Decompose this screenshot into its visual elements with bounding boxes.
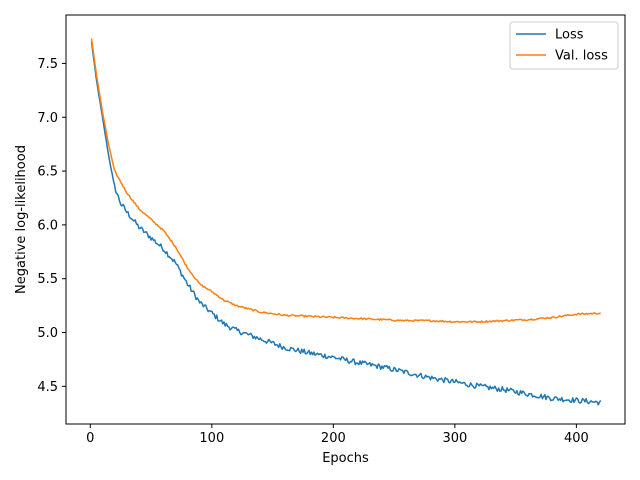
y-tick-label: 7.5 bbox=[37, 57, 58, 72]
series-line-1 bbox=[90, 38, 601, 324]
y-tick-label: 6.0 bbox=[37, 218, 58, 233]
x-axis-ticks: 0 100 200 300 400 bbox=[86, 424, 589, 446]
y-tick-label: 5.0 bbox=[37, 326, 58, 341]
x-tick-label: 0 bbox=[86, 431, 94, 446]
plot-lines bbox=[90, 38, 602, 406]
x-tick-label: 300 bbox=[442, 431, 467, 446]
x-tick-label: 100 bbox=[199, 431, 224, 446]
x-tick-label: 400 bbox=[564, 431, 589, 446]
y-axis-ticks: 4.5 5.0 5.5 6.0 6.5 7.0 7.5 bbox=[37, 57, 66, 395]
y-tick-label: 7.0 bbox=[37, 111, 58, 126]
x-axis-label: Epochs bbox=[322, 451, 369, 466]
legend-label: Loss bbox=[555, 28, 584, 43]
legend-label: Val. loss bbox=[555, 49, 608, 64]
series-line-0 bbox=[90, 41, 602, 406]
y-axis-label: Negative log-likelihood bbox=[14, 145, 29, 294]
y-tick-label: 6.5 bbox=[37, 165, 58, 180]
plot-frame bbox=[65, 14, 626, 425]
legend: Loss Val. loss bbox=[509, 21, 619, 70]
x-tick-label: 200 bbox=[321, 431, 346, 446]
y-tick-label: 4.5 bbox=[37, 380, 58, 395]
y-tick-label: 5.5 bbox=[37, 272, 58, 287]
